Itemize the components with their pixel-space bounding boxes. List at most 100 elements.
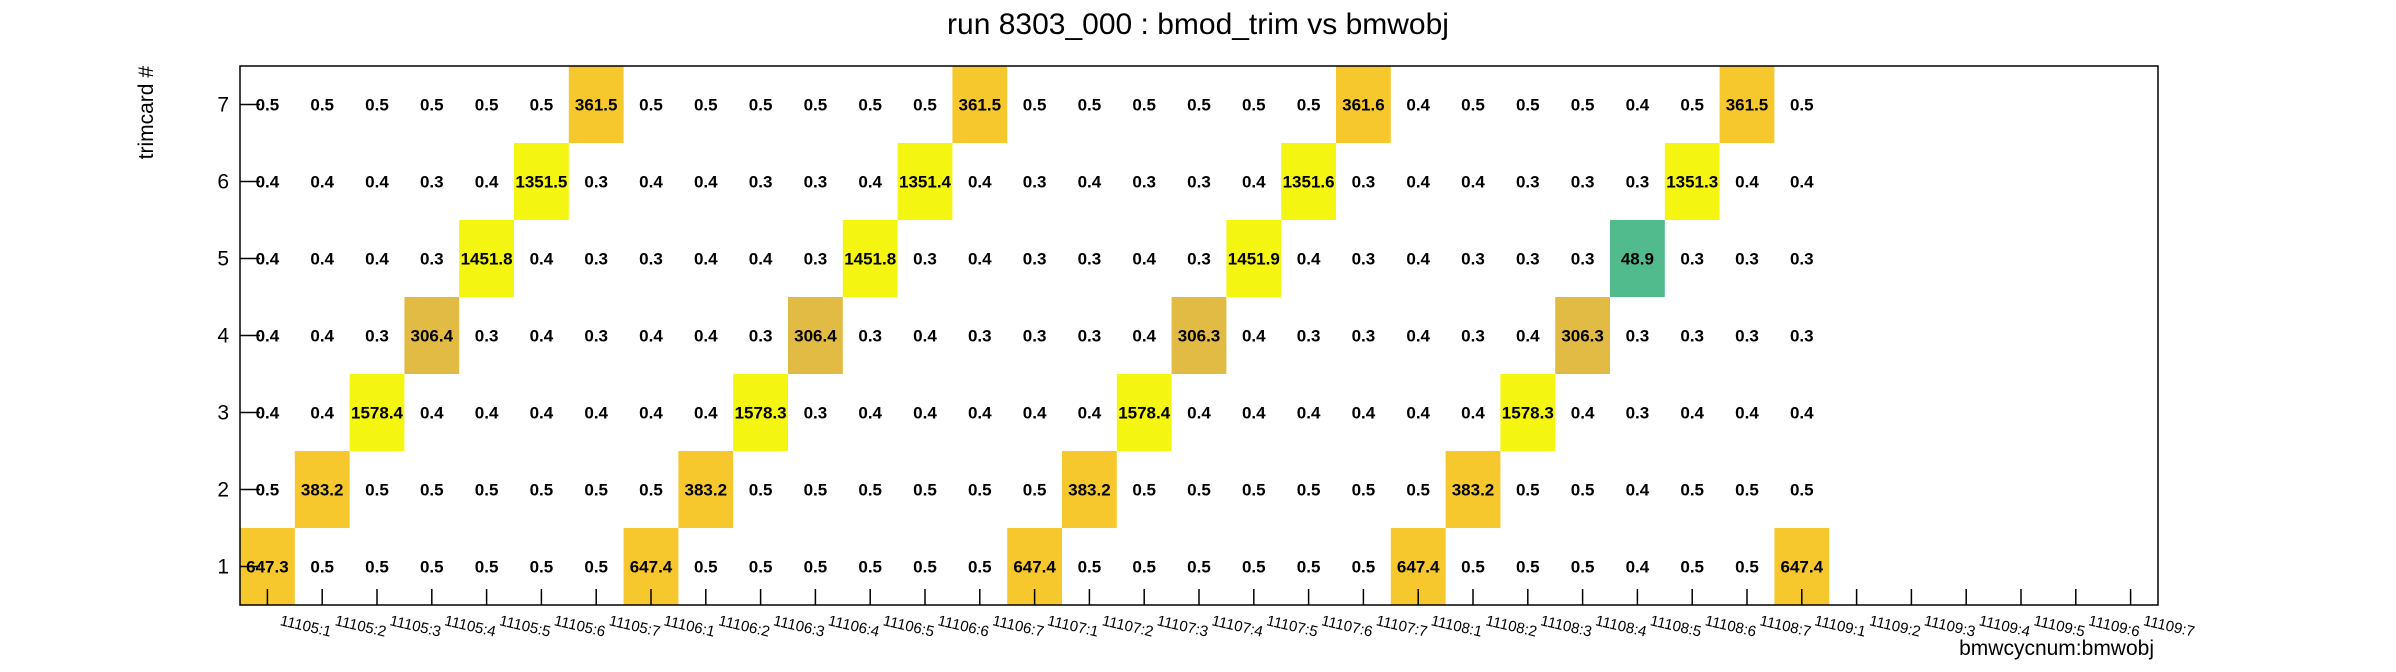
cell-value-label: 0.5 xyxy=(1132,96,1156,115)
cell-value-label: 0.4 xyxy=(1242,404,1266,423)
cell-value-label: 0.5 xyxy=(256,96,280,115)
cell-value-label: 0.5 xyxy=(1297,558,1321,577)
cell-value-label: 0.4 xyxy=(694,250,718,269)
cell-value-label: 0.3 xyxy=(420,173,444,192)
heatmap-cell xyxy=(349,374,405,451)
cell-value-label: 647.4 xyxy=(1781,558,1824,577)
cell-value-label: 0.5 xyxy=(1461,96,1485,115)
cell-value-label: 0.5 xyxy=(1078,96,1102,115)
cell-value-label: 0.5 xyxy=(1516,96,1540,115)
cell-value-label: 0.5 xyxy=(1242,558,1266,577)
cell-value-label: 383.2 xyxy=(685,481,728,500)
cell-value-label: 0.5 xyxy=(475,558,499,577)
cell-value-label: 0.5 xyxy=(530,558,554,577)
cell-value-label: 0.3 xyxy=(968,327,992,346)
cell-value-label: 0.5 xyxy=(694,96,718,115)
cell-value-label: 383.2 xyxy=(1452,481,1495,500)
cell-value-label: 0.5 xyxy=(858,481,882,500)
cell-value-label: 0.5 xyxy=(1790,96,1814,115)
cell-value-label: 0.3 xyxy=(475,327,499,346)
cell-value-label: 0.4 xyxy=(310,404,334,423)
cell-value-label: 647.4 xyxy=(1397,558,1440,577)
cell-value-label: 0.5 xyxy=(804,558,828,577)
cell-value-label: 306.3 xyxy=(1178,327,1221,346)
cell-value-label: 0.4 xyxy=(1626,96,1650,115)
cell-value-label: 0.4 xyxy=(1352,404,1376,423)
cell-value-label: 0.5 xyxy=(475,96,499,115)
cell-value-label: 0.5 xyxy=(584,558,608,577)
cell-value-label: 0.3 xyxy=(1790,327,1814,346)
cell-value-label: 0.4 xyxy=(1461,404,1485,423)
heatmap-cell xyxy=(733,374,788,451)
chart-title: run 8303_000 : bmod_trim vs bmwobj xyxy=(947,8,1449,41)
cell-value-label: 0.3 xyxy=(749,173,773,192)
cell-value-label: 0.4 xyxy=(968,173,992,192)
cell-value-label: 0.5 xyxy=(1680,481,1704,500)
cell-value-label: 0.3 xyxy=(1187,173,1211,192)
cell-value-label: 0.4 xyxy=(1790,404,1814,423)
cell-value-label: 0.5 xyxy=(365,558,389,577)
heatmap-cell xyxy=(1719,66,1775,143)
cell-value-label: 0.4 xyxy=(1735,404,1759,423)
cell-value-label: 0.5 xyxy=(1516,481,1540,500)
cell-value-label: 1578.3 xyxy=(735,404,787,423)
cell-value-label: 0.4 xyxy=(256,250,280,269)
cell-value-label: 0.5 xyxy=(530,481,554,500)
cell-value-label: 0.3 xyxy=(1352,327,1376,346)
cell-value-label: 0.5 xyxy=(1516,558,1540,577)
cell-value-label: 0.4 xyxy=(530,404,554,423)
heatmap-cell xyxy=(1116,374,1172,451)
cell-value-label: 0.5 xyxy=(1680,96,1704,115)
cell-value-label: 0.3 xyxy=(1461,327,1485,346)
cell-value-label: 0.4 xyxy=(639,173,663,192)
cell-value-label: 0.4 xyxy=(1023,404,1047,423)
heatmap-cell xyxy=(1555,297,1610,374)
cell-value-label: 0.3 xyxy=(584,173,608,192)
cell-value-label: 0.4 xyxy=(530,327,554,346)
cell-value-label: 0.5 xyxy=(1297,481,1321,500)
cell-value-label: 383.2 xyxy=(1068,481,1111,500)
cell-value-label: 0.4 xyxy=(968,404,992,423)
cell-value-label: 0.5 xyxy=(749,558,773,577)
cell-value-label: 0.4 xyxy=(1461,173,1485,192)
cell-value-label: 0.3 xyxy=(1078,327,1102,346)
cell-value-label: 0.4 xyxy=(1735,173,1759,192)
heatmap-cell xyxy=(952,66,1008,143)
cell-value-label: 1451.8 xyxy=(461,250,513,269)
y-tick-label: 4 xyxy=(217,325,229,348)
cell-value-label: 0.3 xyxy=(1078,250,1102,269)
cell-value-label: 0.5 xyxy=(475,481,499,500)
cell-value-label: 0.5 xyxy=(584,481,608,500)
cell-value-label: 0.5 xyxy=(530,96,554,115)
cell-value-label: 0.3 xyxy=(1461,250,1485,269)
cell-value-label: 0.4 xyxy=(420,404,444,423)
y-axis-label: trimcard # xyxy=(135,66,158,160)
cell-value-label: 0.3 xyxy=(1626,327,1650,346)
cell-value-label: 0.5 xyxy=(1187,96,1211,115)
cell-value-label: 0.3 xyxy=(1352,173,1376,192)
cell-value-label: 0.5 xyxy=(365,96,389,115)
cell-value-label: 0.5 xyxy=(1132,481,1156,500)
cell-value-label: 0.3 xyxy=(1790,250,1814,269)
heatmap-cell xyxy=(1445,451,1501,528)
cell-value-label: 0.5 xyxy=(1406,481,1430,500)
cell-value-label: 0.5 xyxy=(1187,558,1211,577)
cell-value-label: 0.3 xyxy=(1023,327,1047,346)
cell-value-label: 0.4 xyxy=(256,173,280,192)
cell-value-label: 0.4 xyxy=(694,173,718,192)
cell-value-label: 1351.6 xyxy=(1283,173,1335,192)
cell-value-label: 647.4 xyxy=(1013,558,1056,577)
cell-value-label: 0.5 xyxy=(1023,481,1047,500)
cell-value-label: 0.5 xyxy=(1297,96,1321,115)
cell-value-label: 48.9 xyxy=(1621,250,1654,269)
cell-value-label: 0.3 xyxy=(1187,250,1211,269)
cell-value-label: 0.3 xyxy=(1297,327,1321,346)
heatmap-cell xyxy=(1610,220,1665,297)
cell-value-label: 0.5 xyxy=(858,558,882,577)
cell-value-label: 0.5 xyxy=(804,481,828,500)
y-axis-ticks: 1 2 3 4 5 6 7 xyxy=(217,94,260,579)
cell-value-label: 0.3 xyxy=(420,250,444,269)
cell-value-label: 0.5 xyxy=(1790,481,1814,500)
heatmap-cells xyxy=(240,66,1830,605)
